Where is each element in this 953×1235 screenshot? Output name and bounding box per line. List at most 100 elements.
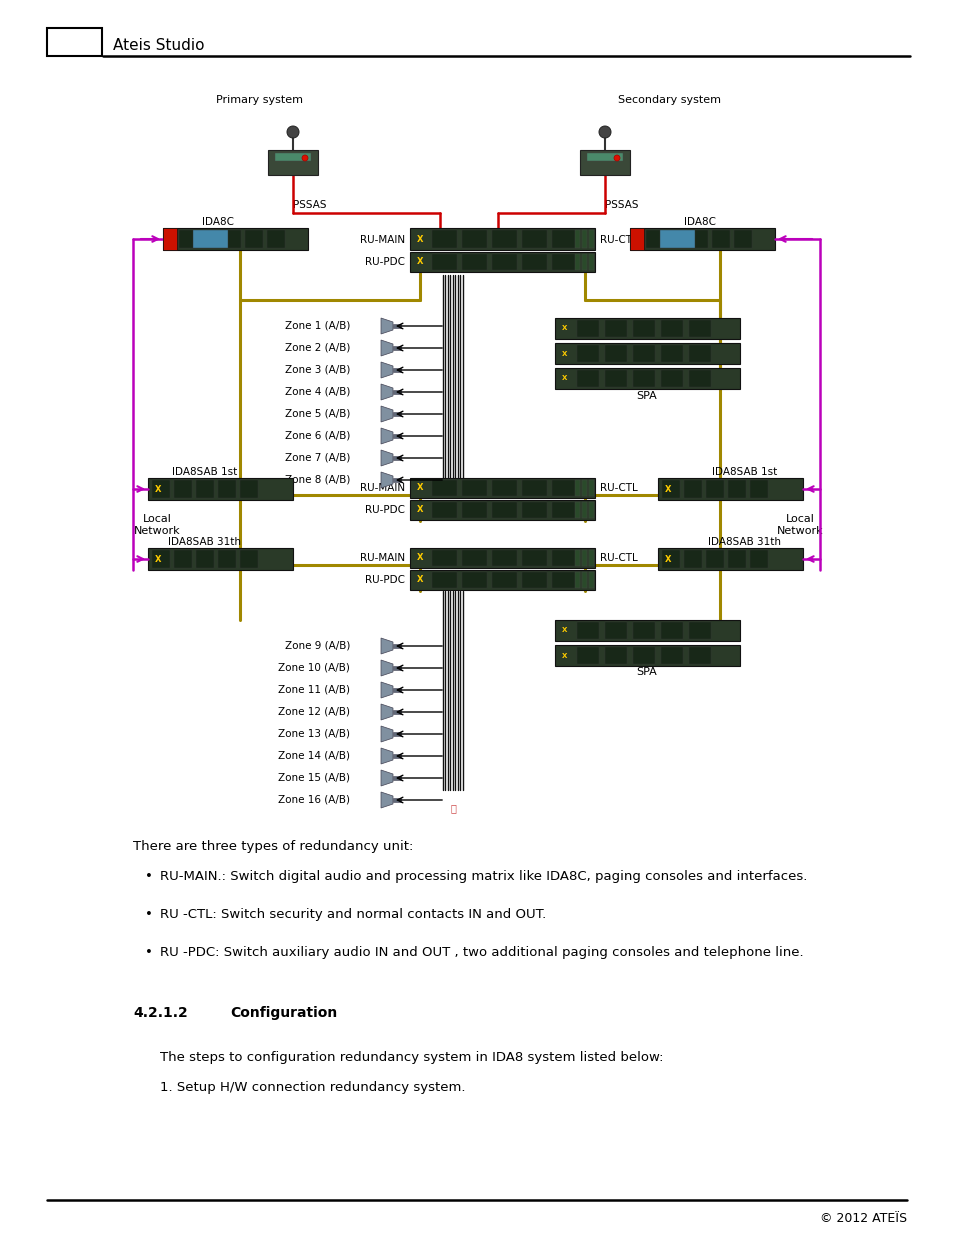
Bar bbox=[683, 550, 701, 568]
Bar bbox=[604, 370, 626, 387]
Text: PSSAS: PSSAS bbox=[604, 200, 639, 210]
Polygon shape bbox=[380, 704, 393, 720]
Bar bbox=[749, 480, 767, 498]
Bar bbox=[667, 230, 685, 248]
Circle shape bbox=[614, 156, 619, 161]
Text: X: X bbox=[416, 553, 423, 562]
Bar bbox=[588, 501, 594, 517]
Text: SPA: SPA bbox=[636, 391, 657, 401]
Text: Primary system: Primary system bbox=[216, 95, 303, 105]
Bar bbox=[661, 550, 679, 568]
Bar bbox=[195, 550, 213, 568]
Bar bbox=[575, 254, 579, 270]
Bar bbox=[588, 230, 594, 248]
Bar bbox=[245, 230, 263, 248]
Text: RU-MAIN: RU-MAIN bbox=[359, 483, 405, 493]
Bar bbox=[604, 320, 626, 337]
Bar bbox=[575, 501, 579, 517]
Text: Local
Network: Local Network bbox=[133, 514, 180, 536]
Bar bbox=[588, 550, 594, 566]
Bar bbox=[633, 320, 655, 337]
Polygon shape bbox=[380, 792, 393, 808]
Bar bbox=[173, 550, 192, 568]
Bar bbox=[152, 480, 170, 498]
Bar bbox=[47, 28, 102, 56]
Polygon shape bbox=[380, 450, 393, 466]
Polygon shape bbox=[380, 340, 393, 356]
Bar bbox=[552, 572, 577, 588]
Polygon shape bbox=[380, 406, 393, 422]
Text: X: X bbox=[154, 484, 161, 494]
Bar bbox=[521, 501, 546, 517]
Bar bbox=[152, 550, 170, 568]
Polygon shape bbox=[380, 362, 393, 378]
Text: X: X bbox=[561, 375, 567, 382]
Bar bbox=[577, 622, 598, 638]
Bar bbox=[521, 550, 546, 566]
Bar bbox=[660, 622, 682, 638]
Text: Zone 10 (A/B): Zone 10 (A/B) bbox=[278, 663, 350, 673]
Bar bbox=[552, 230, 577, 248]
Text: Zone 3 (A/B): Zone 3 (A/B) bbox=[284, 366, 350, 375]
Bar bbox=[393, 798, 400, 802]
Text: X: X bbox=[664, 555, 671, 563]
Text: Zone 15 (A/B): Zone 15 (A/B) bbox=[277, 773, 350, 783]
Bar bbox=[432, 501, 456, 517]
Bar bbox=[218, 480, 235, 498]
Text: IDA8SAB 31th: IDA8SAB 31th bbox=[708, 537, 781, 547]
Polygon shape bbox=[380, 472, 393, 488]
Bar bbox=[492, 572, 517, 588]
Bar bbox=[492, 230, 517, 248]
Bar bbox=[393, 666, 400, 671]
Bar bbox=[658, 548, 802, 571]
Text: © 2012 ATEÏS: © 2012 ATEÏS bbox=[819, 1212, 906, 1224]
Bar bbox=[274, 153, 311, 161]
Bar bbox=[552, 480, 577, 496]
Bar bbox=[660, 647, 682, 664]
Bar bbox=[521, 572, 546, 588]
Text: •: • bbox=[145, 908, 152, 921]
Text: 1. Setup H/W connection redundancy system.: 1. Setup H/W connection redundancy syste… bbox=[160, 1081, 465, 1094]
Text: RU-PDC: RU-PDC bbox=[365, 257, 405, 267]
Bar bbox=[432, 550, 456, 566]
Text: Zone 12 (A/B): Zone 12 (A/B) bbox=[277, 706, 350, 718]
Text: •: • bbox=[145, 869, 152, 883]
Bar bbox=[173, 480, 192, 498]
Bar bbox=[577, 647, 598, 664]
Bar bbox=[393, 732, 400, 736]
Text: •: • bbox=[145, 946, 152, 960]
Text: RU-CTL: RU-CTL bbox=[599, 483, 638, 493]
Text: Zone 2 (A/B): Zone 2 (A/B) bbox=[284, 343, 350, 353]
Polygon shape bbox=[380, 384, 393, 400]
Bar bbox=[581, 501, 586, 517]
Bar bbox=[393, 710, 400, 714]
Text: X: X bbox=[416, 235, 423, 243]
Text: IDA8C: IDA8C bbox=[202, 217, 233, 227]
Bar bbox=[555, 645, 740, 666]
Bar bbox=[148, 548, 293, 571]
Text: Secondary system: Secondary system bbox=[618, 95, 720, 105]
Text: Zone 14 (A/B): Zone 14 (A/B) bbox=[277, 751, 350, 761]
Text: X: X bbox=[561, 351, 567, 357]
Bar bbox=[552, 254, 577, 270]
Bar bbox=[461, 480, 486, 496]
Bar bbox=[201, 230, 219, 248]
Text: Ateis Studio: Ateis Studio bbox=[112, 37, 204, 53]
Text: ⎙: ⎙ bbox=[450, 803, 456, 813]
Text: RU-PDC: RU-PDC bbox=[365, 576, 405, 585]
Bar bbox=[393, 688, 400, 692]
Text: X: X bbox=[561, 627, 567, 634]
Text: IDA8SAB 1st: IDA8SAB 1st bbox=[712, 467, 777, 477]
Bar bbox=[410, 478, 595, 498]
Bar bbox=[432, 254, 456, 270]
Bar bbox=[711, 230, 729, 248]
Bar bbox=[633, 647, 655, 664]
Text: The steps to configuration redundancy system in IDA8 system listed below:: The steps to configuration redundancy sy… bbox=[160, 1051, 662, 1065]
Bar bbox=[218, 550, 235, 568]
Polygon shape bbox=[380, 317, 393, 333]
Text: There are three types of redundancy unit:: There are three types of redundancy unit… bbox=[132, 840, 413, 853]
Text: X: X bbox=[416, 258, 423, 267]
Bar bbox=[240, 550, 257, 568]
Bar bbox=[688, 345, 710, 362]
Bar bbox=[555, 317, 740, 338]
